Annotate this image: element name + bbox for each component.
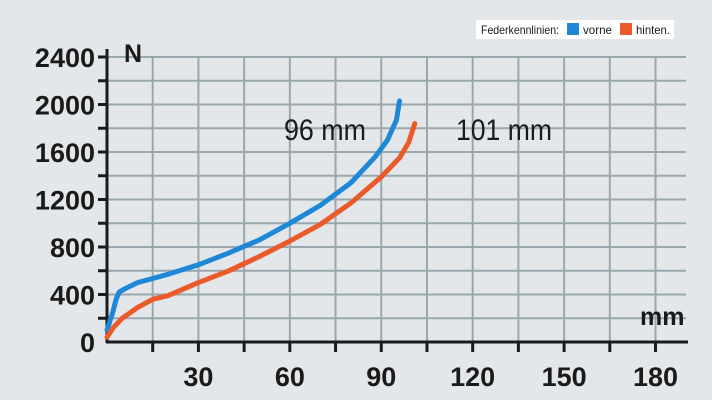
- y-axis-label: N: [124, 40, 142, 68]
- series-line-hinten: [104, 121, 418, 340]
- y-tick-label: 2400: [35, 43, 95, 73]
- legend-label-vorne: vorne: [583, 23, 612, 37]
- legend-title: Federkennlinien:: [481, 23, 559, 37]
- y-tick-label: 400: [50, 281, 95, 311]
- x-axis-label: mm: [640, 303, 684, 331]
- x-tick-label: 120: [450, 362, 495, 392]
- y-tick-label: 0: [80, 328, 95, 358]
- x-tick-label: 90: [366, 362, 396, 392]
- legend-label-hinten: hinten.: [636, 23, 670, 37]
- y-tick-label: 1600: [35, 138, 95, 168]
- legend-swatch-hinten: [620, 23, 632, 35]
- annotation-vorne: 96 mm: [284, 114, 366, 147]
- series-line-vorne: [104, 98, 402, 333]
- x-tick-label: 30: [183, 362, 213, 392]
- x-tick-label: 150: [542, 362, 587, 392]
- x-tick-label: 60: [275, 362, 305, 392]
- axes: [98, 49, 688, 352]
- x-tick-labels: 30 60 90 120 150 180: [183, 362, 678, 392]
- series-lines: [104, 98, 418, 340]
- annotation-hinten: 101 mm: [456, 114, 552, 147]
- y-tick-label: 2000: [35, 91, 95, 121]
- legend: Federkennlinien: vorne hinten.: [476, 20, 674, 39]
- y-tick-label: 1200: [35, 186, 95, 216]
- y-tick-label: 800: [50, 233, 95, 263]
- x-tick-label: 180: [633, 362, 678, 392]
- grid: [107, 56, 686, 342]
- legend-swatch-vorne: [567, 23, 579, 35]
- y-tick-labels: 0 400 800 1200 1600 2000 2400: [35, 43, 95, 358]
